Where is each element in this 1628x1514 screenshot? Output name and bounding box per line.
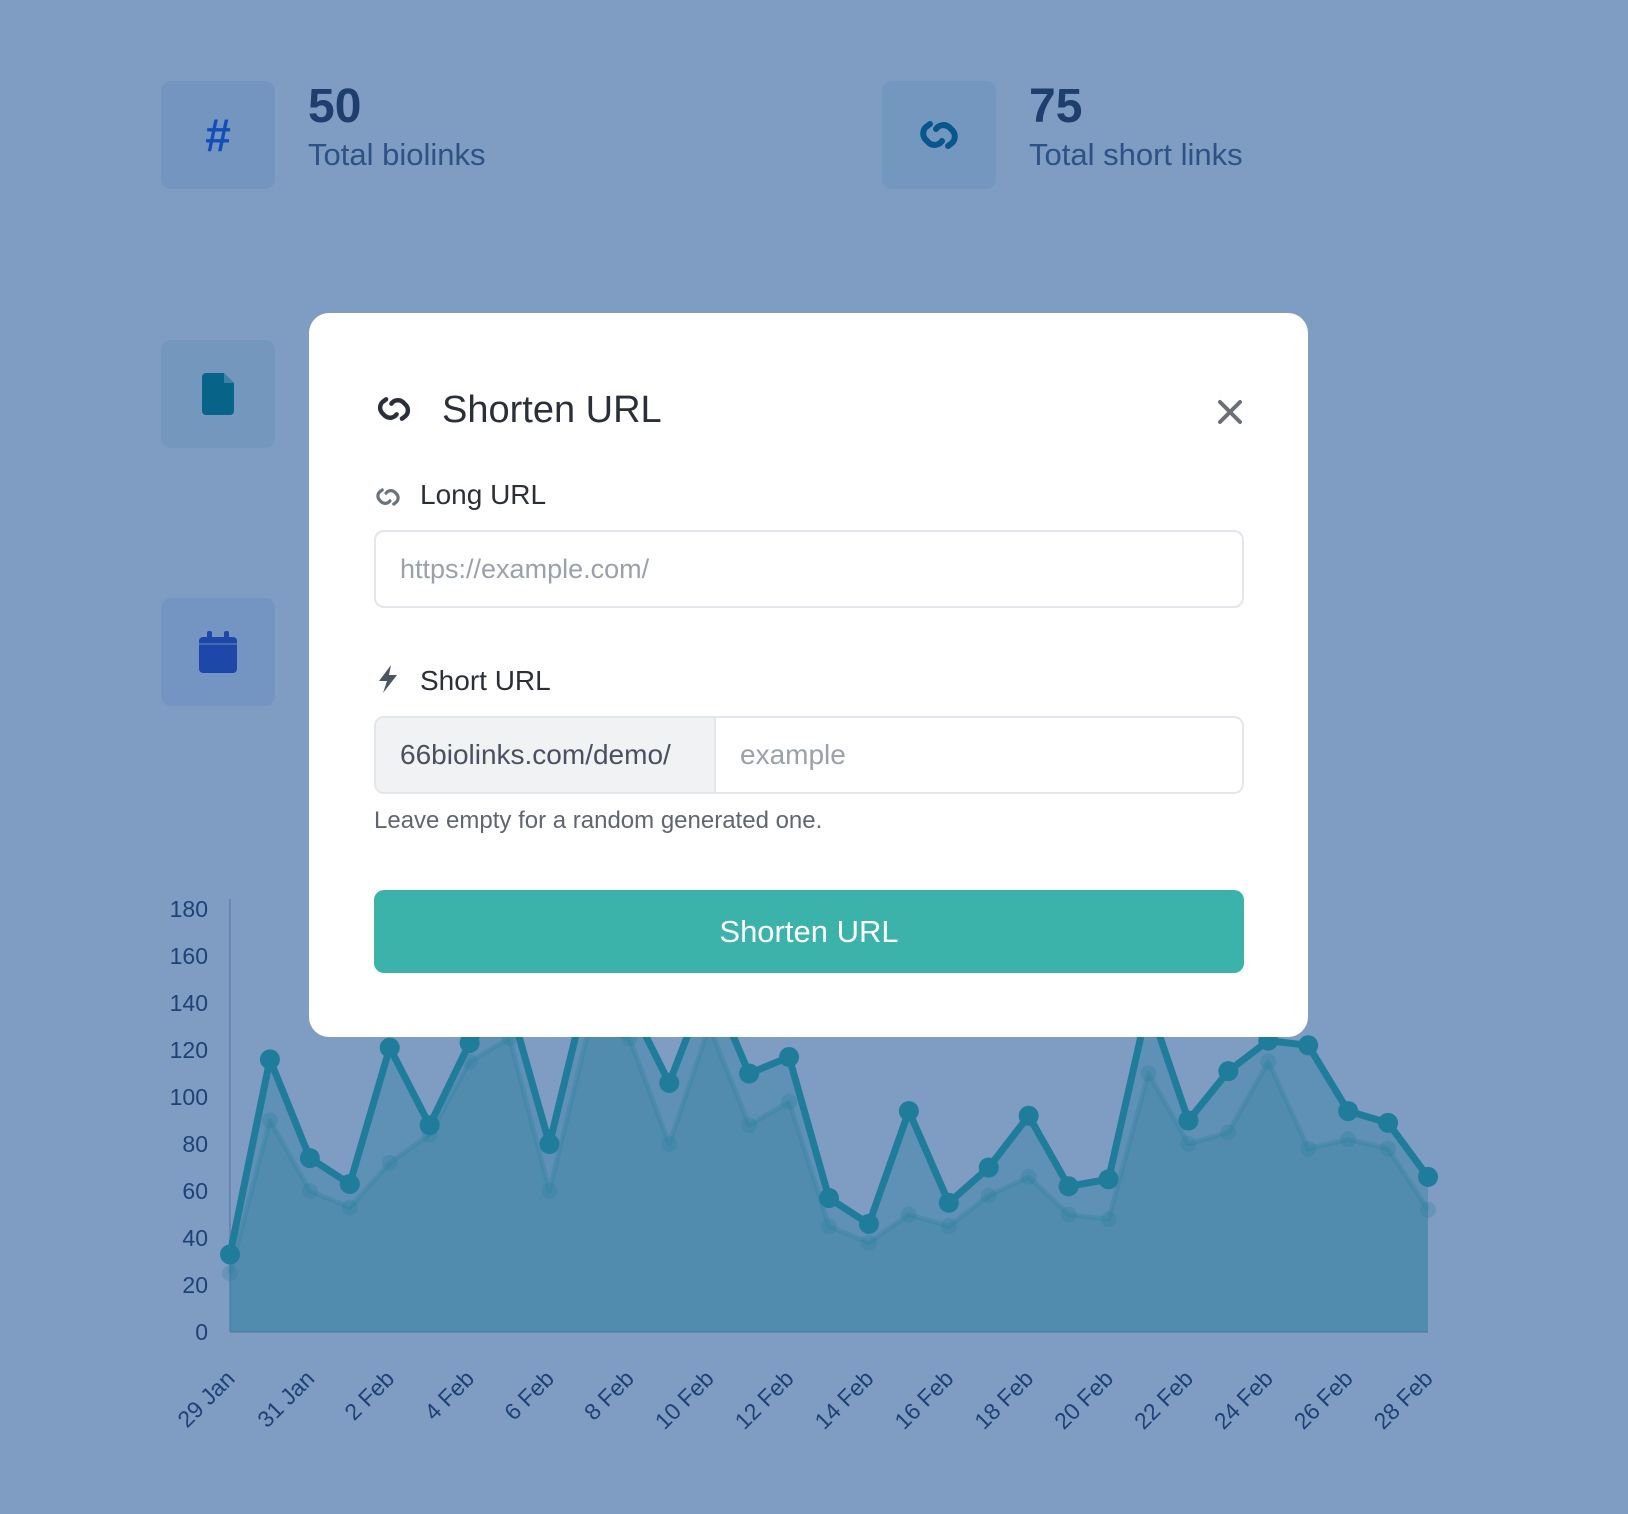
modal-title: Shorten URL [442, 389, 662, 431]
short-url-prefix: 66biolinks.com/demo/ [376, 718, 716, 792]
short-url-label: Short URL [420, 665, 551, 696]
help-text: Leave empty for a random generated one. [374, 807, 823, 834]
bolt-icon [379, 665, 397, 693]
link-icon [376, 488, 400, 506]
short-url-input[interactable]: example [740, 739, 846, 770]
long-url-input[interactable]: https://example.com/ [374, 530, 1244, 608]
long-url-label: Long URL [420, 479, 547, 510]
close-icon[interactable] [1213, 395, 1247, 429]
link-icon [377, 397, 411, 421]
short-url-input-group: 66biolinks.com/demo/ example [374, 716, 1244, 794]
shorten-url-button[interactable]: Shorten URL [374, 890, 1244, 973]
shorten-url-modal: Shorten URL Long URL https://example.com… [309, 313, 1308, 1037]
